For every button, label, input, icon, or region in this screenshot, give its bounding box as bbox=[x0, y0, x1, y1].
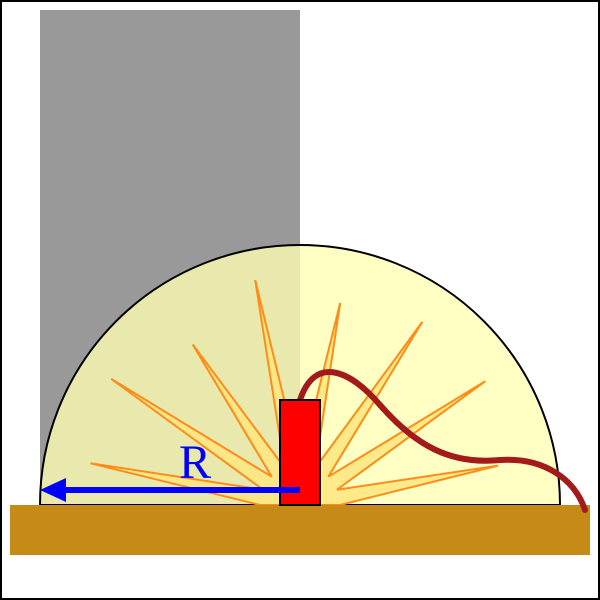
ground-strip bbox=[10, 505, 590, 555]
radius-label: R bbox=[179, 436, 211, 489]
